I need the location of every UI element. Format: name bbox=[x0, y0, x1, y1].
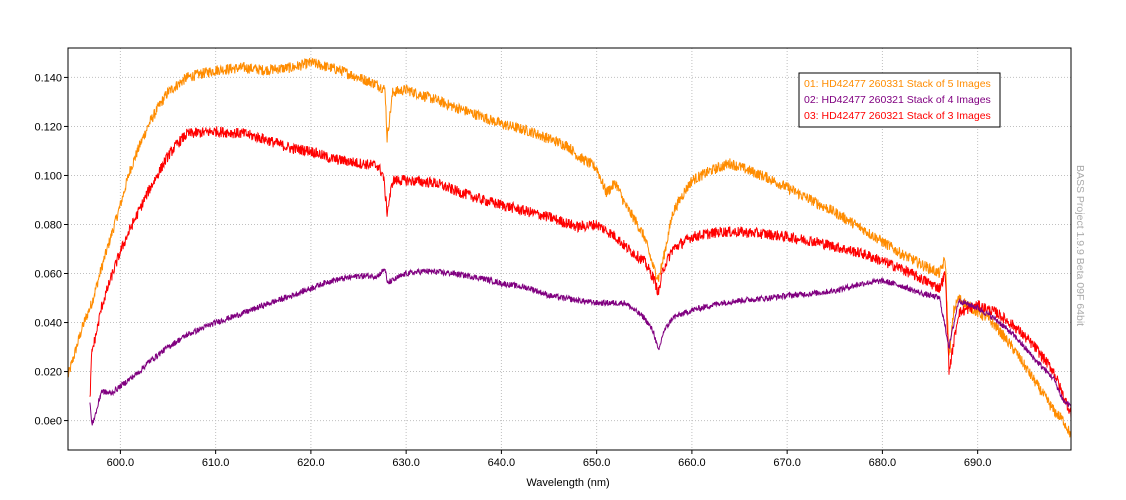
legend-entry: 03: HD42477 260321 Stack of 3 Images bbox=[804, 110, 991, 122]
x-axis-title: Wavelength (nm) bbox=[526, 477, 609, 489]
y-tick-label: 0.120 bbox=[34, 121, 62, 133]
x-tick-label: 670.0 bbox=[773, 457, 801, 469]
legend-entry: 01: HD42477 260331 Stack of 5 Images bbox=[804, 78, 991, 90]
y-tick-label: 0.140 bbox=[34, 72, 62, 84]
x-tick-label: 600.0 bbox=[107, 457, 135, 469]
legend-box bbox=[798, 72, 1001, 128]
x-tick-label: 640.0 bbox=[488, 457, 516, 469]
series-layer bbox=[67, 57, 1072, 438]
x-tick-label: 610.0 bbox=[202, 457, 230, 469]
plot-frame bbox=[67, 47, 1072, 451]
x-tick-label: 620.0 bbox=[297, 457, 325, 469]
series-line-3 bbox=[89, 126, 1072, 419]
y-tick-label: 0.060 bbox=[34, 269, 62, 281]
series-line-2 bbox=[89, 267, 1072, 426]
x-tick-label: 650.0 bbox=[583, 457, 611, 469]
legend: 01: HD42477 260331 Stack of 5 Images 02: … bbox=[798, 72, 1001, 128]
y-tick-label: 0.020 bbox=[34, 367, 62, 379]
y-tick-label: 0.040 bbox=[34, 318, 62, 330]
y-tick-label: 0.100 bbox=[34, 170, 62, 182]
y-tick-label: 0.080 bbox=[34, 219, 62, 231]
x-tick-label: 680.0 bbox=[869, 457, 897, 469]
x-tick-label: 660.0 bbox=[678, 457, 706, 469]
axes: 600.0 610.0 620.0 630.0 640.0 650.0 660.0 670.0… bbox=[34, 72, 991, 469]
x-tick-label: 690.0 bbox=[964, 457, 992, 469]
y-tick-label: 0.0e0 bbox=[34, 416, 62, 428]
series-line-1 bbox=[67, 57, 1072, 438]
x-tick-label: 630.0 bbox=[392, 457, 420, 469]
legend-entry: 02: HD42477 260321 Stack of 4 Images bbox=[804, 94, 991, 106]
watermark-text: BASS Project 1.9.9 Beta 09F 64bit bbox=[1074, 165, 1086, 326]
